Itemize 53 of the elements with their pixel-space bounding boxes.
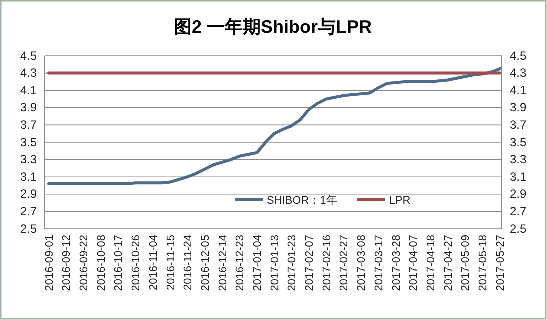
x-tick-label: 2017-02-27 bbox=[338, 235, 351, 292]
legend-label: SHIBOR：1年 bbox=[267, 195, 338, 207]
x-tick-label: 2017-03-17 bbox=[373, 235, 386, 292]
x-tick-label: 2016-11-24 bbox=[182, 235, 195, 290]
y2-tick-label: 2.9 bbox=[510, 187, 528, 202]
x-tick-label: 2017-03-28 bbox=[390, 235, 403, 292]
y2-tick-label: 3.7 bbox=[510, 118, 528, 132]
y-tick-label: 2.7 bbox=[20, 204, 38, 219]
y2-tick-label: 2.5 bbox=[510, 222, 528, 236]
x-tick-label: 2017-02-16 bbox=[321, 235, 334, 292]
line-series bbox=[48, 67, 502, 186]
y2-tick-label: 3.5 bbox=[510, 135, 528, 150]
x-tick-label: 2017-05-18 bbox=[478, 235, 490, 292]
y2-tick-label: 3.3 bbox=[510, 152, 528, 167]
y-tick-label: 3.1 bbox=[20, 170, 38, 184]
x-tick-label: 2016-10-17 bbox=[113, 235, 126, 292]
y-tick-label: 4.5 bbox=[20, 48, 38, 63]
x-tick-label: 2017-05-09 bbox=[460, 235, 472, 292]
x-tick-label: 2017-01-13 bbox=[269, 235, 282, 292]
y-tick-label: 3.7 bbox=[20, 118, 38, 132]
y2-tick-label: 2.7 bbox=[510, 204, 528, 219]
y-tick-label: 2.5 bbox=[20, 222, 38, 236]
y-tick-label: 3.3 bbox=[20, 152, 38, 167]
y-tick-label: 3.5 bbox=[20, 135, 38, 150]
x-tick-label: 2016-12-05 bbox=[200, 235, 212, 292]
y2-tick-label: 3.9 bbox=[510, 100, 528, 115]
x-tick-label: 2016-12-23 bbox=[234, 235, 247, 292]
x-tick-label: 2016-11-04 bbox=[148, 235, 160, 290]
y2-tick-label: 3.1 bbox=[510, 170, 528, 184]
x-tick-label: 2017-03-08 bbox=[356, 235, 368, 292]
x-tick-label: 2016-11-15 bbox=[165, 235, 178, 290]
y-tick-label: 3.9 bbox=[20, 100, 38, 115]
x-tick-label: 2017-05-27 bbox=[494, 235, 507, 292]
x-tick-label: 2016-12-14 bbox=[217, 235, 230, 292]
x-tick-label: 2017-02-07 bbox=[304, 235, 316, 292]
y-tick-label: 4.3 bbox=[20, 66, 38, 80]
x-tick-label: 2016-10-08 bbox=[96, 235, 108, 292]
x-tick-label: 2016-09-01 bbox=[44, 235, 56, 292]
x-tick-label: 2017-01-23 bbox=[286, 235, 299, 292]
y2-tick-label: 4.1 bbox=[510, 83, 528, 98]
x-tick-label: 2017-01-04 bbox=[252, 235, 264, 292]
x-tick-label: 2017-04-18 bbox=[425, 235, 438, 292]
x-tick-label: 2016-10-26 bbox=[130, 235, 143, 292]
y2-tick-label: 4.3 bbox=[510, 66, 528, 80]
legend-label: LPR bbox=[389, 195, 411, 207]
y-tick-label: 4.1 bbox=[20, 83, 38, 98]
x-tick-label: 2016-09-12 bbox=[61, 235, 74, 292]
y-tick-label: 2.9 bbox=[20, 187, 38, 202]
y2-tick-label: 4.5 bbox=[510, 48, 528, 63]
chart-title: 图2 一年期Shibor与LPR bbox=[174, 17, 372, 37]
x-tick-label: 2017-04-27 bbox=[442, 235, 455, 292]
x-tick-label: 2016-09-22 bbox=[78, 235, 91, 292]
x-tick-label: 2017-04-07 bbox=[408, 235, 420, 292]
